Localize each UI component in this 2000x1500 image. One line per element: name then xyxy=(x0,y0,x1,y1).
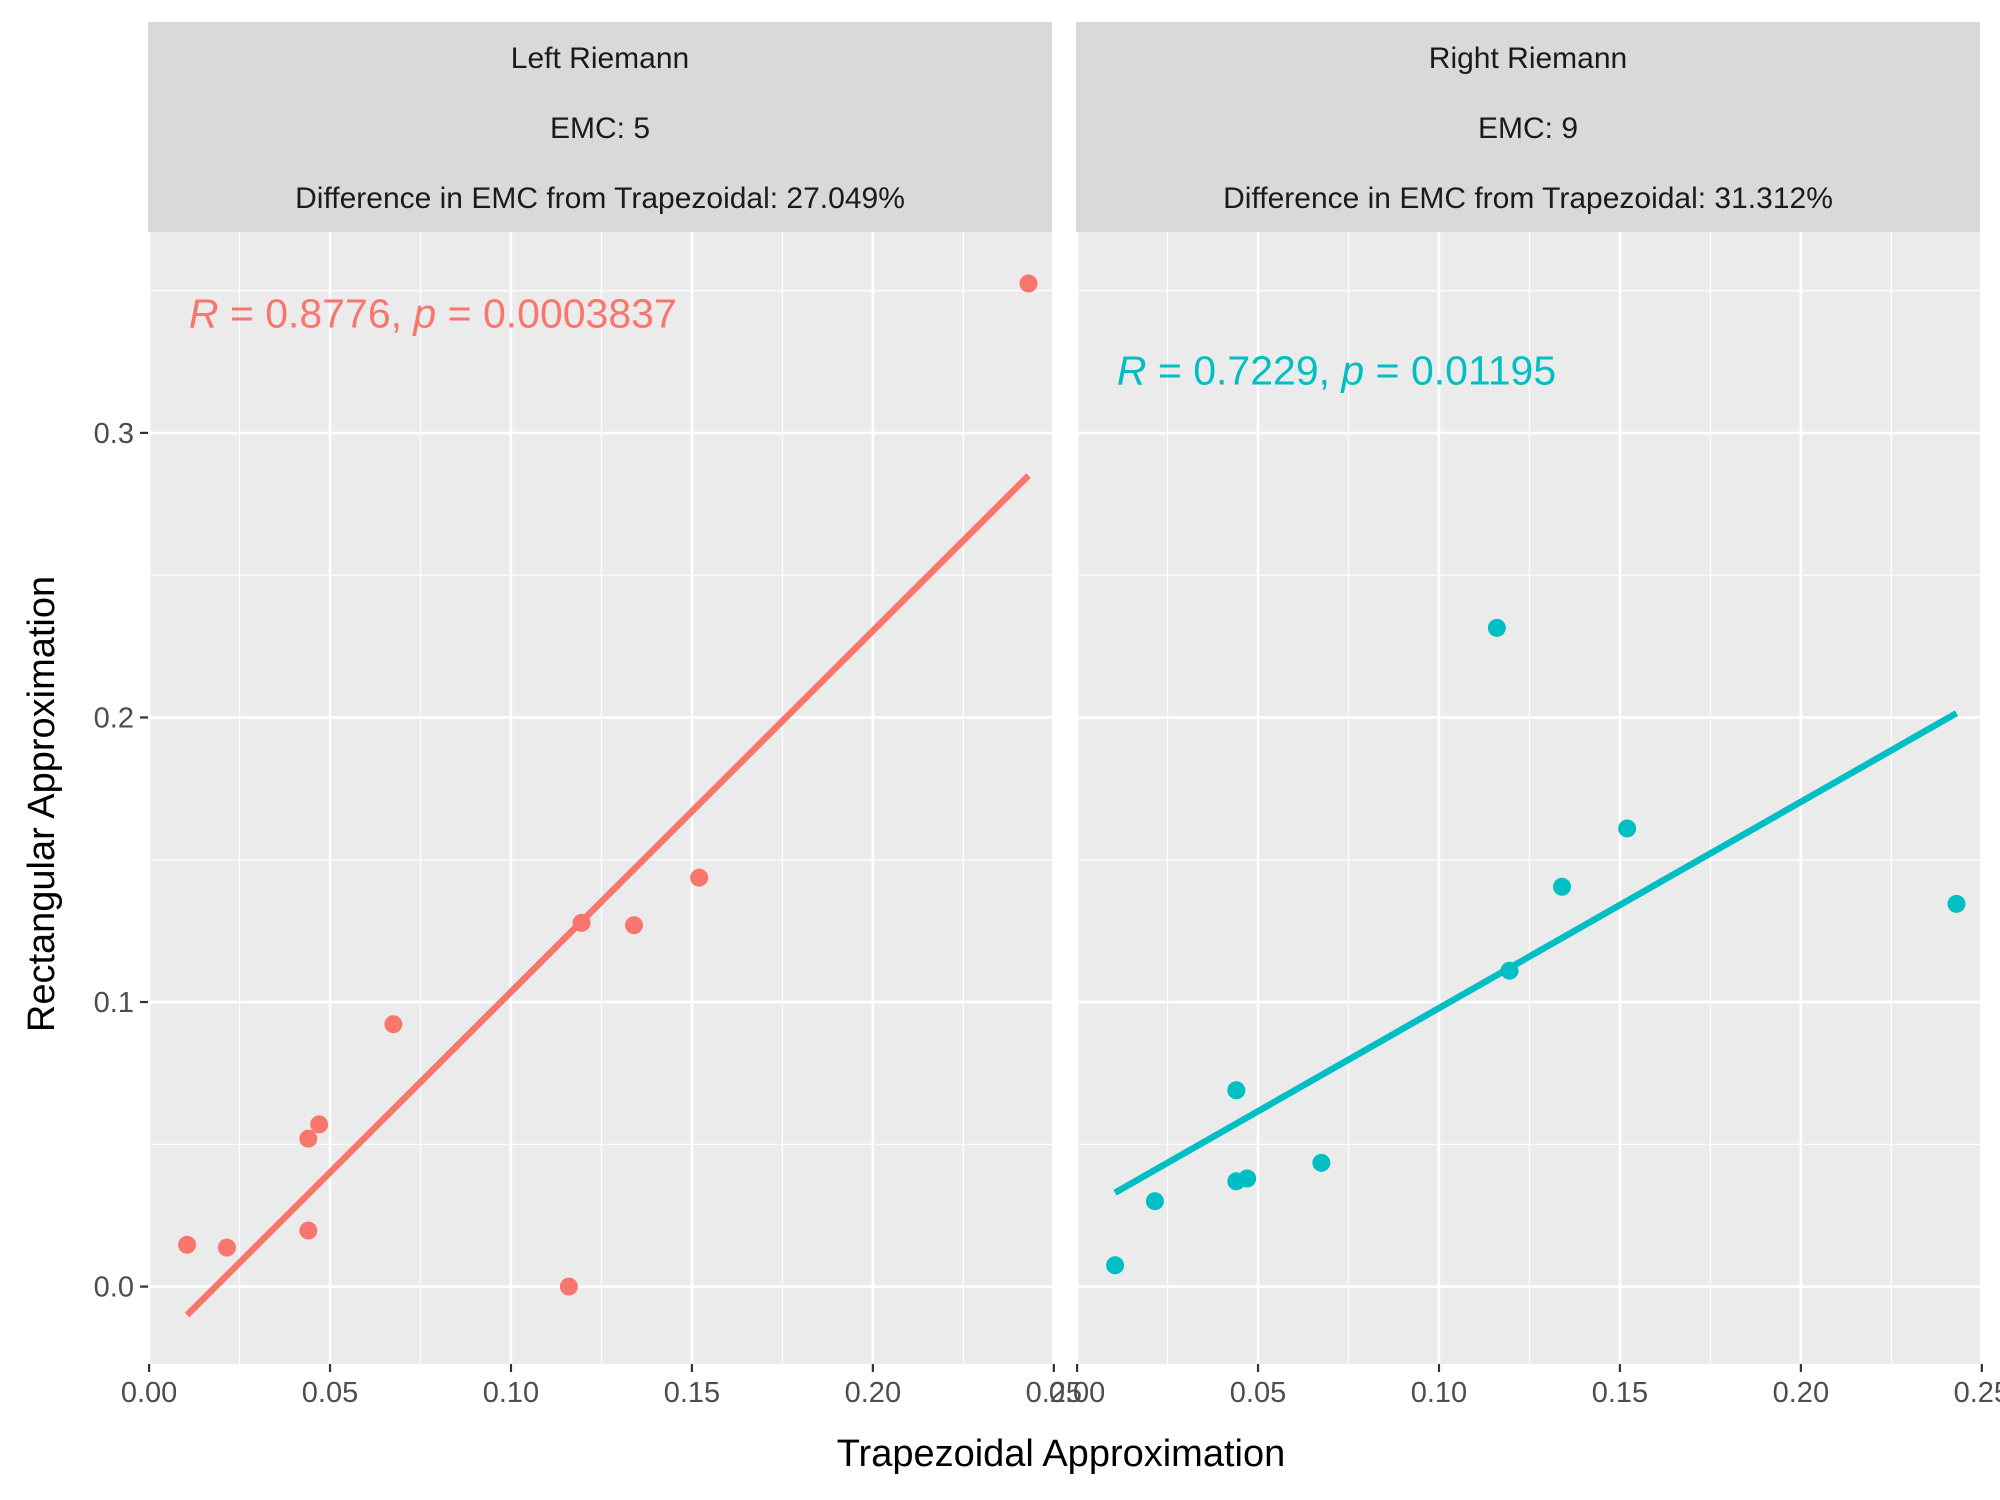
x-tick-label: 0.05 xyxy=(302,1377,358,1409)
y-axis-title: Rectangular Approximation xyxy=(21,576,63,1032)
data-point xyxy=(625,916,644,935)
x-tick-label: 0.00 xyxy=(121,1377,177,1409)
y-tick-label: 0.0 xyxy=(94,1272,134,1304)
strip-label: EMC: 5 xyxy=(550,112,650,145)
strip-label: Left Riemann xyxy=(511,42,689,75)
x-axis-title: Trapezoidal Approximation xyxy=(837,1433,1286,1475)
data-point xyxy=(1238,1169,1257,1188)
correlation-annotation: R = 0.8776, p = 0.0003837 xyxy=(189,291,677,337)
data-point xyxy=(1487,618,1506,637)
x-tick-label: 0.25 xyxy=(1954,1377,2000,1409)
x-tick-label: 0.20 xyxy=(1773,1377,1829,1409)
data-point xyxy=(299,1129,318,1148)
strip-row-background xyxy=(148,22,1052,92)
data-point xyxy=(1019,274,1038,293)
p-symbol: p xyxy=(411,291,436,337)
data-point xyxy=(1553,877,1572,896)
strip-label: Difference in EMC from Trapezoidal: 27.0… xyxy=(295,182,905,215)
data-point xyxy=(178,1235,197,1254)
p-symbol: p xyxy=(1339,348,1364,394)
r-symbol: R xyxy=(189,291,219,337)
data-point xyxy=(299,1221,318,1240)
data-point xyxy=(1227,1081,1246,1100)
data-point xyxy=(1947,894,1966,913)
panel-background xyxy=(1076,232,1980,1364)
data-point xyxy=(1618,819,1637,838)
strip-row-background xyxy=(1076,92,1980,162)
x-tick-label: 0.25 xyxy=(1026,1377,1082,1409)
strip-label: Right Riemann xyxy=(1429,42,1627,75)
data-point xyxy=(1145,1192,1164,1211)
strip-row-background xyxy=(148,162,1052,232)
y-tick-label: 0.2 xyxy=(94,702,134,734)
strip-label: EMC: 9 xyxy=(1478,112,1578,145)
x-tick-label: 0.00 xyxy=(1049,1377,1105,1409)
data-point xyxy=(217,1238,236,1257)
data-point xyxy=(1500,961,1519,980)
strip-row-background xyxy=(1076,22,1980,92)
y-tick-label: 0.3 xyxy=(94,418,134,450)
regression-line xyxy=(1113,710,1959,1196)
regression-line xyxy=(184,473,1031,1318)
strip-label: Difference in EMC from Trapezoidal: 31.3… xyxy=(1223,182,1833,215)
p-value: = 0.0003837 xyxy=(436,291,677,337)
r-symbol: R xyxy=(1117,348,1147,394)
x-tick-label: 0.10 xyxy=(1411,1377,1467,1409)
x-tick-label: 0.20 xyxy=(845,1377,901,1409)
panel-1: Left Riemann EMC: 5 Difference in EMC from… xyxy=(121,22,1082,1409)
p-value: = 0.01195 xyxy=(1364,348,1556,394)
data-point xyxy=(1312,1153,1331,1172)
data-point xyxy=(690,868,709,887)
strip-row-background xyxy=(148,92,1052,162)
y-tick-label: 0.1 xyxy=(94,987,134,1019)
x-tick-label: 0.05 xyxy=(1230,1377,1286,1409)
panel-background xyxy=(148,232,1052,1364)
x-tick-label: 0.15 xyxy=(664,1377,720,1409)
data-point xyxy=(572,913,591,932)
r-value: = 0.7229, xyxy=(1147,348,1342,394)
data-point xyxy=(559,1277,578,1296)
panel-2: Right Riemann EMC: 9 Difference in EMC fro… xyxy=(1049,22,2000,1409)
y-axis: 0.0 0.1 0.2 0.3 xyxy=(94,418,148,1304)
data-point xyxy=(1106,1256,1125,1275)
panels-layer: Left Riemann EMC: 5 Difference in EMC from… xyxy=(121,22,2000,1409)
data-point xyxy=(384,1015,403,1034)
x-tick-label: 0.15 xyxy=(1592,1377,1648,1409)
data-point xyxy=(310,1115,329,1134)
strip-row-background xyxy=(1076,162,1980,232)
correlation-annotation: R = 0.7229, p = 0.01195 xyxy=(1117,348,1556,394)
x-tick-label: 0.10 xyxy=(483,1377,539,1409)
r-value: = 0.8776, xyxy=(219,291,414,337)
